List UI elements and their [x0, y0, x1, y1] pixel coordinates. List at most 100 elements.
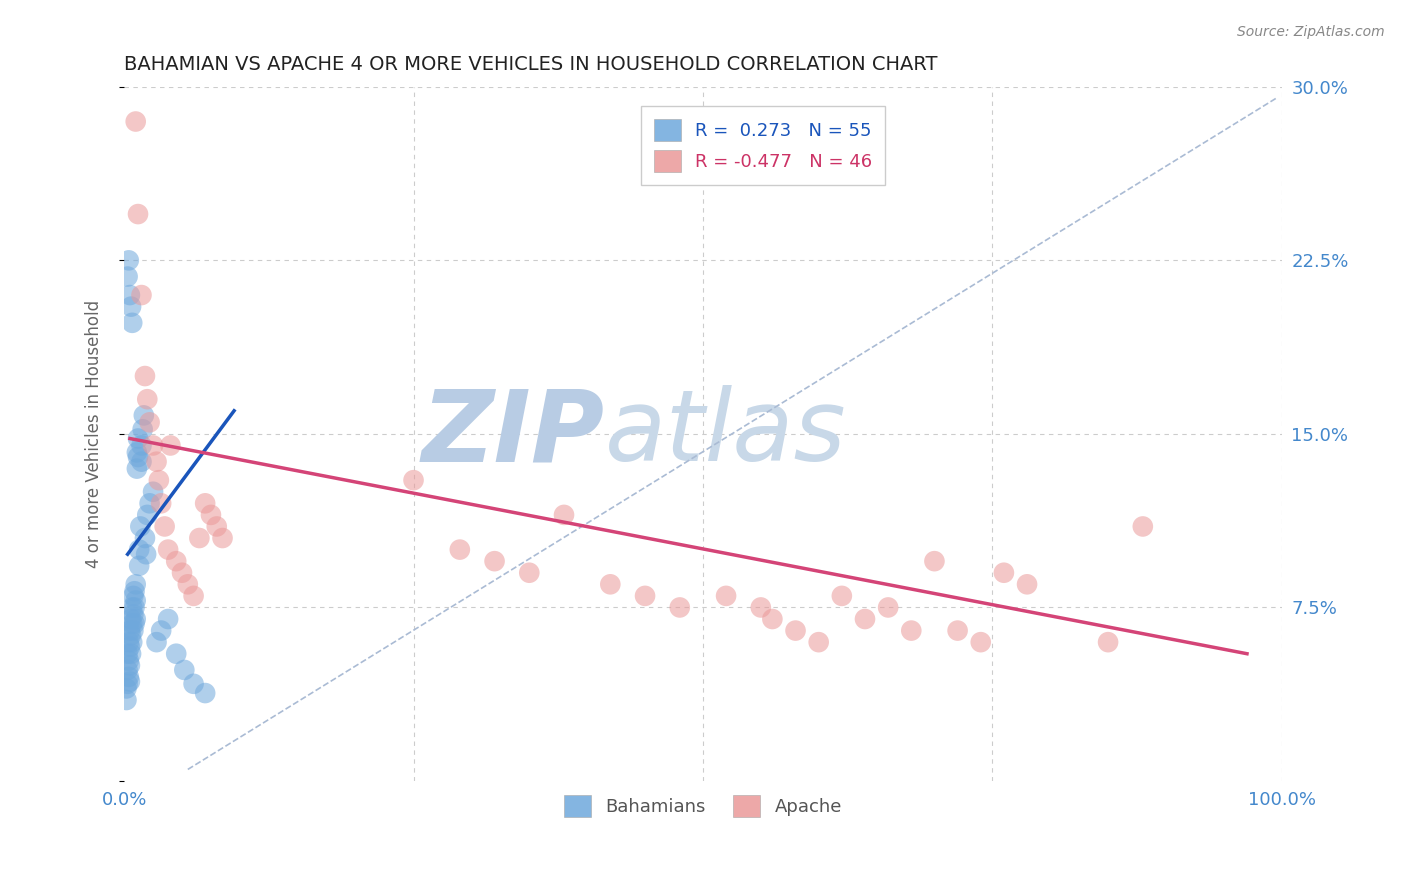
Point: [157, 542, 180, 557]
Text: ZIP: ZIP: [422, 385, 605, 483]
Point: [117, 269, 139, 284]
Point: [131, 422, 153, 436]
Point: [946, 624, 969, 638]
Point: [173, 663, 195, 677]
Point: [120, 300, 142, 314]
Point: [634, 589, 657, 603]
Point: [127, 432, 149, 446]
Point: [120, 612, 142, 626]
Point: [194, 686, 217, 700]
Point: [125, 612, 148, 626]
Point: [877, 600, 900, 615]
Point: [125, 461, 148, 475]
Point: [1015, 577, 1038, 591]
Point: [121, 316, 143, 330]
Point: [853, 612, 876, 626]
Point: [134, 369, 156, 384]
Point: [121, 635, 143, 649]
Point: [900, 624, 922, 638]
Point: [761, 612, 783, 626]
Point: [125, 114, 148, 128]
Point: [125, 577, 148, 591]
Point: [1097, 635, 1119, 649]
Point: [142, 484, 165, 499]
Point: [134, 531, 156, 545]
Point: [714, 589, 737, 603]
Point: [115, 693, 138, 707]
Point: [120, 647, 142, 661]
Text: BAHAMIAN VS APACHE 4 OR MORE VEHICLES IN HOUSEHOLD CORRELATION CHART: BAHAMIAN VS APACHE 4 OR MORE VEHICLES IN…: [124, 55, 938, 74]
Point: [120, 628, 142, 642]
Point: [183, 677, 205, 691]
Point: [148, 473, 170, 487]
Point: [993, 566, 1015, 580]
Point: [136, 508, 159, 522]
Point: [138, 496, 160, 510]
Point: [145, 455, 167, 469]
Point: [124, 584, 146, 599]
Point: [150, 496, 173, 510]
Point: [668, 600, 690, 615]
Point: [131, 438, 153, 452]
Point: [136, 392, 159, 407]
Point: [115, 681, 138, 696]
Point: [194, 496, 217, 510]
Point: [117, 677, 139, 691]
Point: [924, 554, 946, 568]
Point: [127, 207, 149, 221]
Point: [177, 577, 200, 591]
Point: [831, 589, 853, 603]
Point: [118, 624, 141, 638]
Point: [1132, 519, 1154, 533]
Point: [118, 674, 141, 689]
Point: [118, 658, 141, 673]
Point: [449, 542, 471, 557]
Point: [135, 547, 157, 561]
Point: [122, 589, 145, 603]
Point: [122, 607, 145, 622]
Point: [153, 519, 176, 533]
Point: [118, 640, 141, 654]
Point: [124, 600, 146, 615]
Point: [165, 554, 187, 568]
Point: [131, 288, 153, 302]
Point: [121, 616, 143, 631]
Point: [183, 589, 205, 603]
Point: [118, 635, 141, 649]
Point: [118, 654, 141, 668]
Point: [122, 624, 145, 638]
Point: [125, 593, 148, 607]
Point: [200, 508, 222, 522]
Point: [157, 612, 180, 626]
Text: atlas: atlas: [605, 385, 846, 483]
Point: [129, 519, 152, 533]
Point: [145, 635, 167, 649]
Point: [553, 508, 575, 522]
Point: [159, 438, 181, 452]
Point: [599, 577, 621, 591]
Point: [117, 647, 139, 661]
Point: [170, 566, 193, 580]
Point: [970, 635, 993, 649]
Legend: Bahamians, Apache: Bahamians, Apache: [557, 788, 849, 824]
Point: [128, 558, 150, 573]
Point: [128, 542, 150, 557]
Point: [132, 409, 155, 423]
Point: [142, 438, 165, 452]
Point: [211, 531, 233, 545]
Point: [124, 616, 146, 631]
Point: [165, 647, 187, 661]
Point: [785, 624, 807, 638]
Point: [188, 531, 211, 545]
Point: [749, 600, 772, 615]
Point: [807, 635, 830, 649]
Point: [517, 566, 540, 580]
Point: [121, 600, 143, 615]
Y-axis label: 4 or more Vehicles in Household: 4 or more Vehicles in Household: [86, 300, 103, 568]
Point: [205, 519, 228, 533]
Point: [118, 670, 141, 684]
Point: [402, 473, 425, 487]
Point: [118, 253, 141, 268]
Point: [118, 288, 141, 302]
Point: [131, 455, 153, 469]
